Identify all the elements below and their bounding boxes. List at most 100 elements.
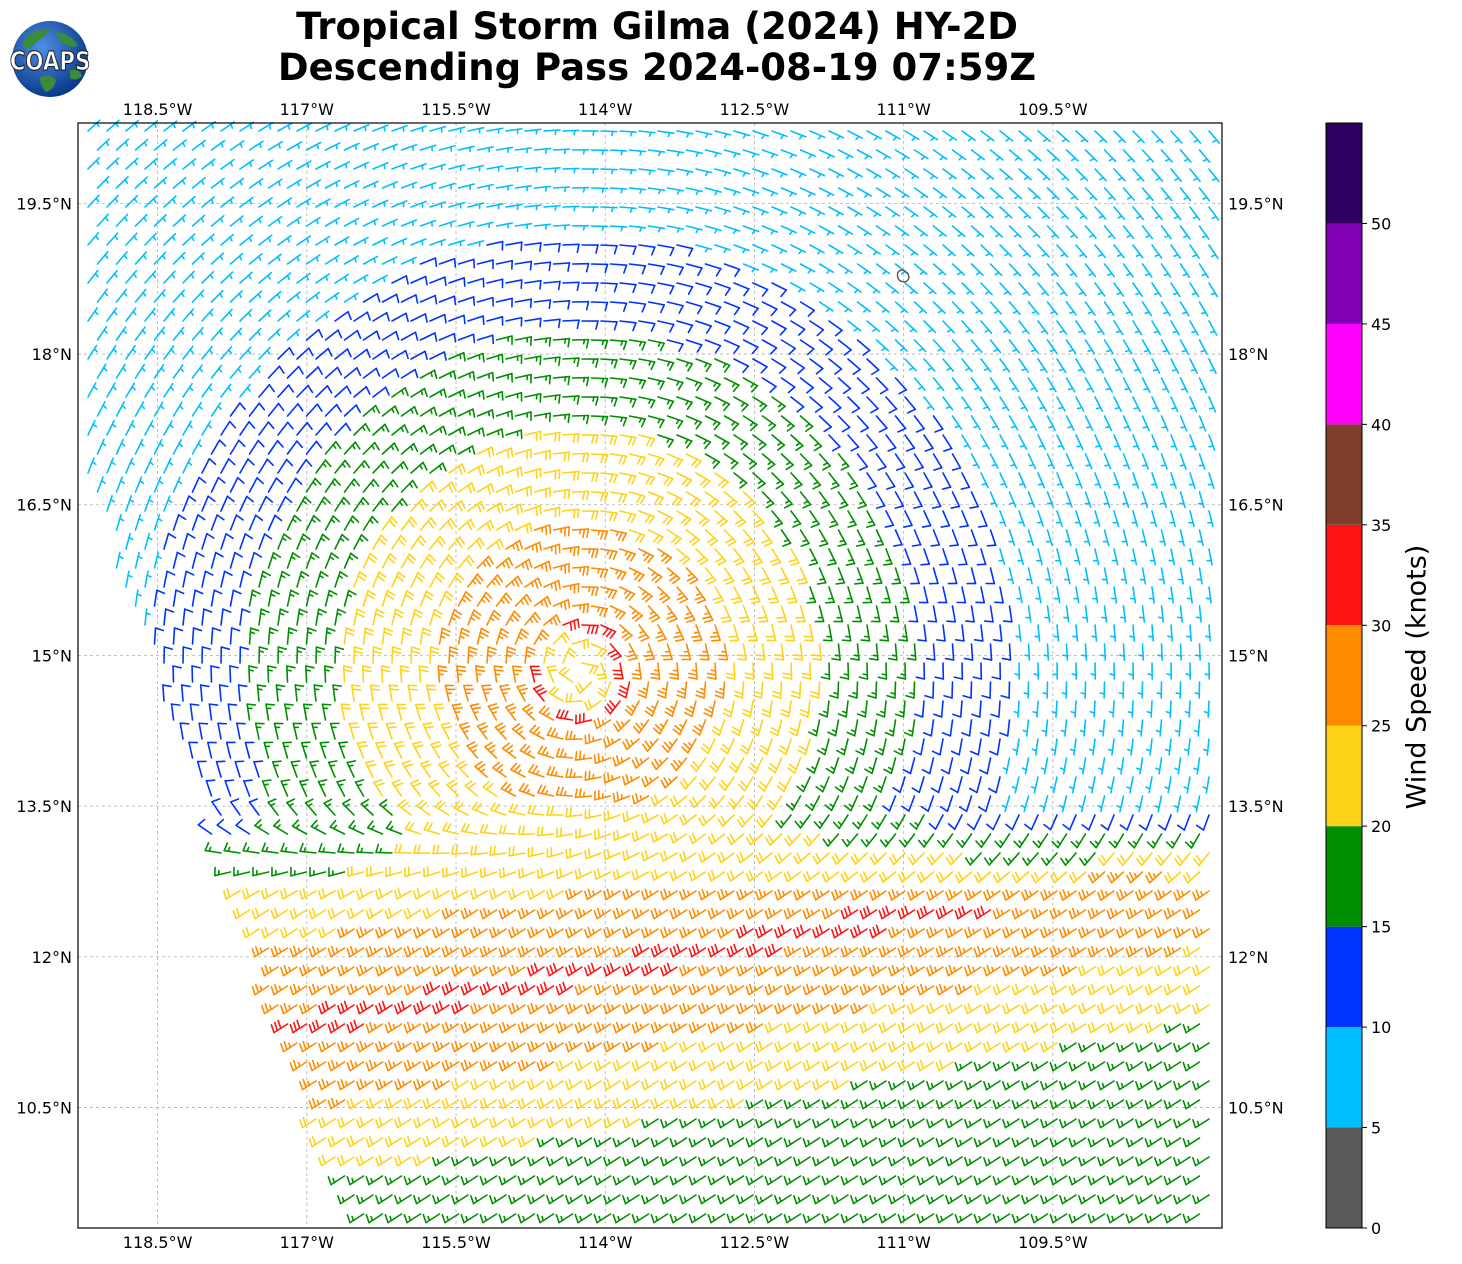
- wind-barb: [172, 401, 184, 417]
- wind-barb: [1122, 491, 1130, 509]
- wind-barb: [647, 377, 665, 390]
- wind-barb: [106, 457, 116, 474]
- wind-barb: [1150, 510, 1158, 528]
- wind-barb: [343, 255, 360, 265]
- wind-barb: [1179, 301, 1190, 317]
- wind-barb: [400, 143, 418, 151]
- wind-barb: [894, 453, 906, 471]
- lat-label-right: 10.5°N: [1228, 1098, 1284, 1117]
- wind-barb: [134, 326, 147, 341]
- wind-barb: [571, 186, 590, 193]
- wind-barb: [172, 289, 185, 303]
- wind-barb: [780, 453, 794, 471]
- wind-barb: [628, 491, 646, 505]
- wind-barb: [685, 149, 703, 157]
- wind-barb: [163, 495, 173, 512]
- wind-barb: [723, 339, 740, 354]
- wind-barb: [1141, 301, 1153, 317]
- wind-barb: [1131, 510, 1139, 528]
- wind-barb: [448, 314, 466, 325]
- wind-barb: [1008, 149, 1023, 162]
- wind-barb: [818, 301, 834, 313]
- wind-barb: [239, 495, 254, 512]
- wind-barb: [980, 206, 994, 219]
- wind-barb: [191, 326, 204, 341]
- wind-barb: [904, 434, 916, 452]
- wind-barb: [1037, 510, 1045, 527]
- wind-barb: [989, 491, 998, 508]
- wind-barb: [923, 358, 936, 372]
- wind-barb: [1132, 244, 1144, 259]
- wind-barb: [1075, 358, 1086, 374]
- wind-barb: [115, 401, 127, 417]
- wind-barb: [913, 453, 924, 471]
- wind-barb: [932, 415, 944, 433]
- wind-barb: [999, 320, 1011, 335]
- wind-barb: [733, 130, 751, 139]
- wind-barb: [1189, 282, 1200, 298]
- wind-barb: [96, 401, 107, 417]
- wind-barb: [961, 282, 975, 296]
- wind-barb: [106, 119, 120, 132]
- wind-barb: [977, 510, 988, 528]
- wind-barb: [742, 453, 758, 470]
- wind-barb: [106, 232, 119, 246]
- wind-barb: [1075, 244, 1088, 258]
- wind-barb: [571, 148, 590, 155]
- colorbar-bin: [1326, 323, 1362, 425]
- wind-barb: [201, 457, 217, 474]
- wind-barb: [752, 168, 769, 178]
- wind-barb: [1179, 225, 1191, 240]
- wind-barb: [742, 339, 759, 355]
- wind-barb: [837, 339, 852, 356]
- wind-barb: [837, 453, 850, 471]
- wind-barb: [182, 382, 194, 398]
- wind-barb: [258, 346, 271, 360]
- wind-barb: [1113, 396, 1123, 413]
- wind-barb: [305, 440, 323, 455]
- wind-barb: [590, 187, 609, 194]
- wind-barb: [837, 187, 854, 198]
- wind-barb: [125, 457, 135, 474]
- wind-barb: [1037, 434, 1047, 451]
- wind-barb: [410, 313, 428, 323]
- wind-barb: [676, 168, 694, 176]
- wind-barb: [1027, 491, 1036, 508]
- wind-barb: [248, 327, 262, 341]
- wind-barb: [115, 176, 129, 189]
- colorbar-tick-label: 20: [1371, 817, 1391, 836]
- wind-barb: [752, 358, 768, 374]
- wind-barb: [315, 198, 331, 208]
- wind-barb: [1122, 225, 1135, 240]
- wind-barb: [790, 434, 804, 452]
- wind-barb: [229, 177, 245, 189]
- wind-barb: [201, 270, 215, 284]
- wind-barb: [1103, 301, 1115, 316]
- wind-barb: [286, 291, 301, 303]
- wind-barb: [467, 390, 485, 400]
- wind-barb: [638, 472, 656, 486]
- wind-barb: [771, 244, 788, 254]
- wind-barb: [828, 320, 843, 337]
- wind-barb: [153, 289, 166, 303]
- wind-barb: [1075, 206, 1088, 220]
- wind-barb: [742, 149, 760, 158]
- wind-barb: [391, 461, 409, 474]
- lon-label-top: 109.5°W: [1018, 100, 1088, 119]
- wind-barb: [790, 206, 807, 217]
- wind-barb: [419, 144, 437, 152]
- wind-barb: [505, 503, 523, 515]
- wind-barb: [875, 377, 889, 395]
- wind-barb: [742, 225, 760, 235]
- wind-barb: [562, 243, 580, 254]
- wind-barb: [609, 377, 628, 389]
- wind-barb: [723, 491, 738, 508]
- wind-barb: [942, 282, 956, 295]
- wind-barb: [828, 244, 844, 255]
- wind-barb: [685, 301, 703, 315]
- wind-barb: [172, 364, 184, 379]
- wind-barb: [362, 330, 381, 341]
- wind-barb: [296, 197, 312, 208]
- wind-barb: [106, 157, 120, 170]
- wind-barb: [229, 364, 242, 379]
